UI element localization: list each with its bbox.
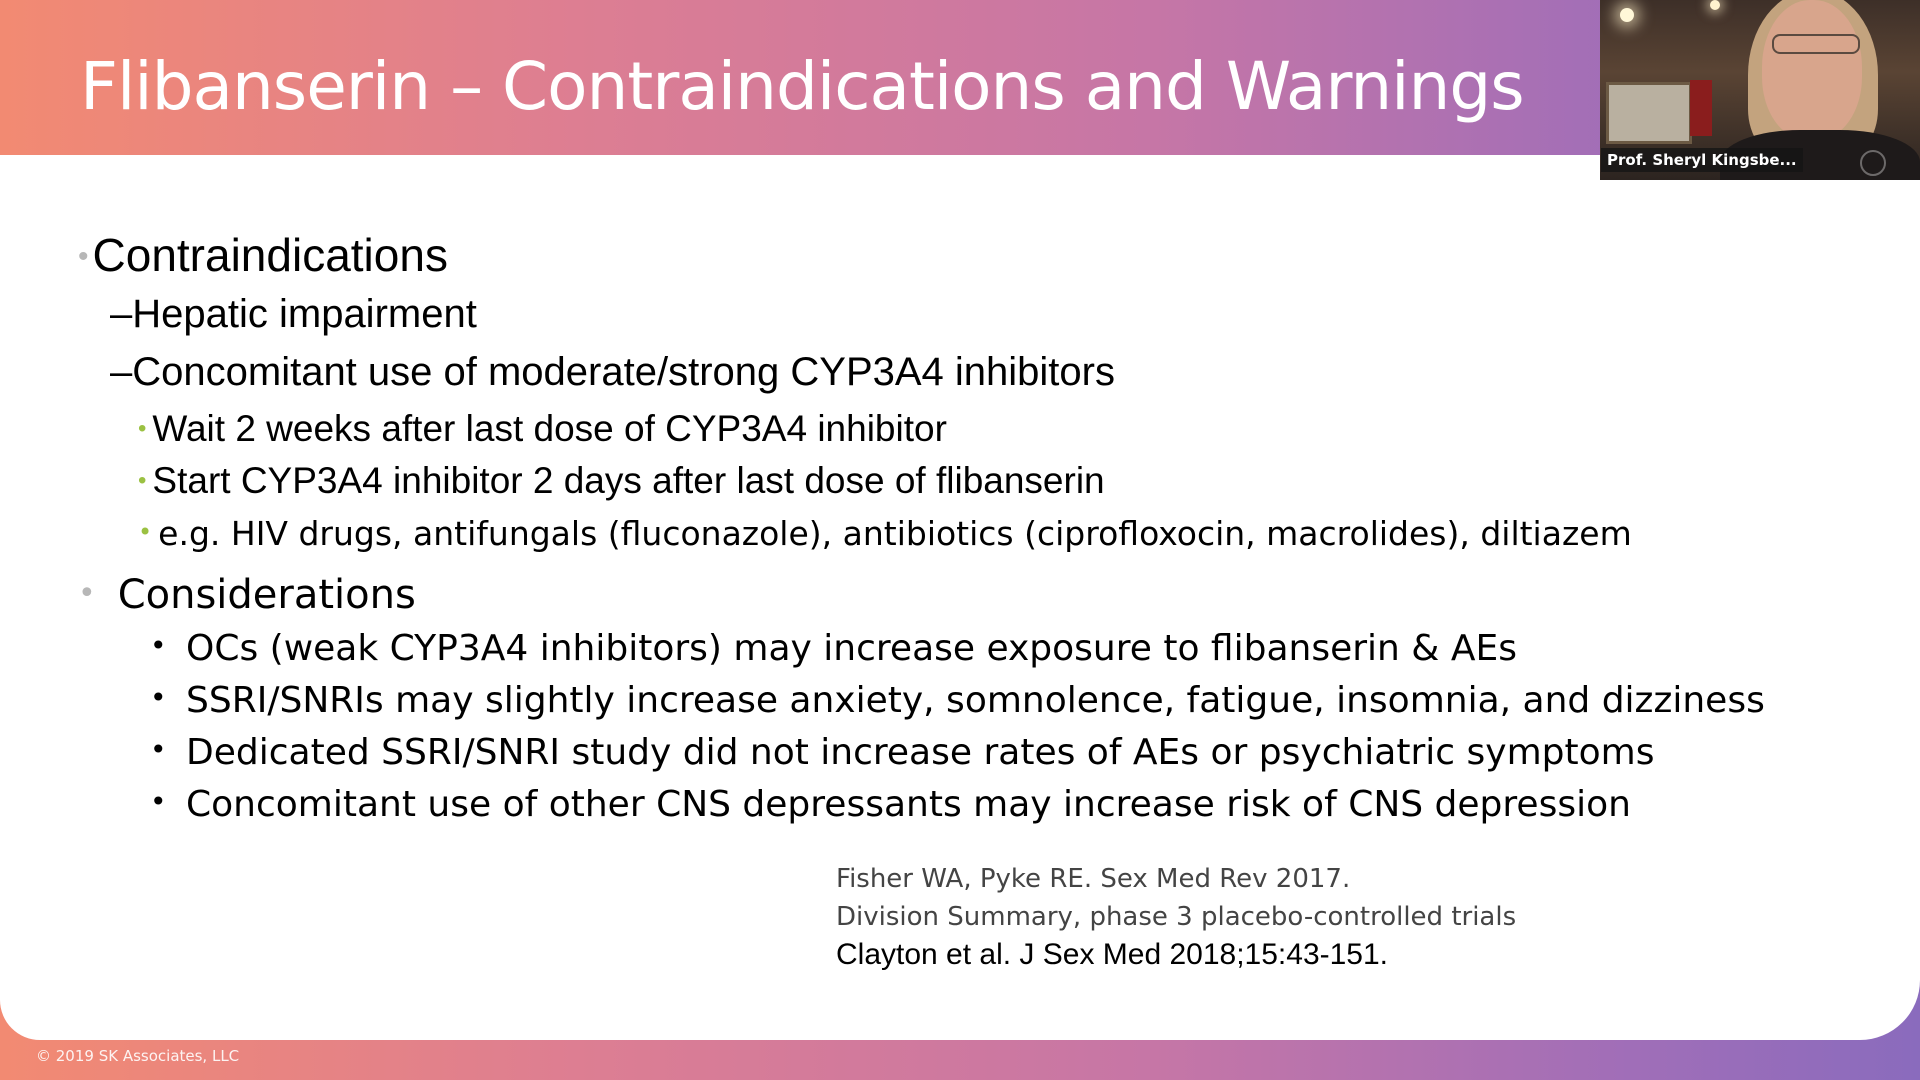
reference-line: Division Summary, phase 3 placebo-contro… [836, 902, 1517, 932]
bullet-icon: • [78, 240, 89, 273]
camera-icon [1860, 150, 1886, 176]
sub-list-item: • Start CYP3A4 inhibitor 2 days after las… [138, 460, 1105, 501]
list-item: • Concomitant use of other CNS depressant… [150, 784, 1631, 825]
bullet-icon: • [150, 733, 167, 766]
reference-line: Fisher WA, Pyke RE. Sex Med Rev 2017. [836, 864, 1351, 894]
bullet-icon: • [150, 629, 167, 662]
slide-title: Flibanserin – Contraindications and Warn… [80, 48, 1525, 125]
bullet-icon: • [138, 415, 147, 442]
sub-list-item: • Wait 2 weeks after last dose of CYP3A4 … [138, 408, 947, 449]
section-considerations: • Considerations [78, 572, 416, 618]
bullet-icon: • [138, 467, 147, 494]
participant-name-label: Prof. Sheryl Kingsbe... [1601, 148, 1803, 172]
list-item: –Hepatic impairment [110, 292, 477, 336]
participant-glasses [1772, 34, 1860, 54]
bullet-icon: • [78, 576, 96, 611]
background-lamp [1620, 8, 1634, 22]
section-heading: Considerations [117, 572, 416, 618]
sub-list-item: • e.g. HIV drugs, antifungals (fluconazol… [138, 514, 1632, 553]
participant-face [1762, 0, 1862, 140]
bullet-icon: • [150, 681, 167, 714]
reference-line: Clayton et al. J Sex Med 2018;15:43-151. [836, 938, 1389, 971]
bullet-icon: • [150, 785, 167, 818]
slide-content-area [0, 155, 1920, 1040]
bullet-icon: • [138, 518, 153, 546]
list-item: • OCs (weak CYP3A4 inhibitors) may increa… [150, 628, 1517, 669]
background-lamp [1710, 0, 1720, 10]
background-decor [1690, 80, 1712, 136]
list-item: –Concomitant use of moderate/strong CYP3… [110, 350, 1115, 394]
list-item: • SSRI/SNRIs may slightly increase anxiet… [150, 680, 1765, 721]
copyright-footer: © 2019 SK Associates, LLC [36, 1047, 240, 1065]
section-contraindications: •Contraindications [78, 228, 448, 282]
background-painting [1606, 82, 1692, 144]
list-item: • Dedicated SSRI/SNRI study did not incre… [150, 732, 1655, 773]
section-heading: Contraindications [92, 229, 448, 281]
